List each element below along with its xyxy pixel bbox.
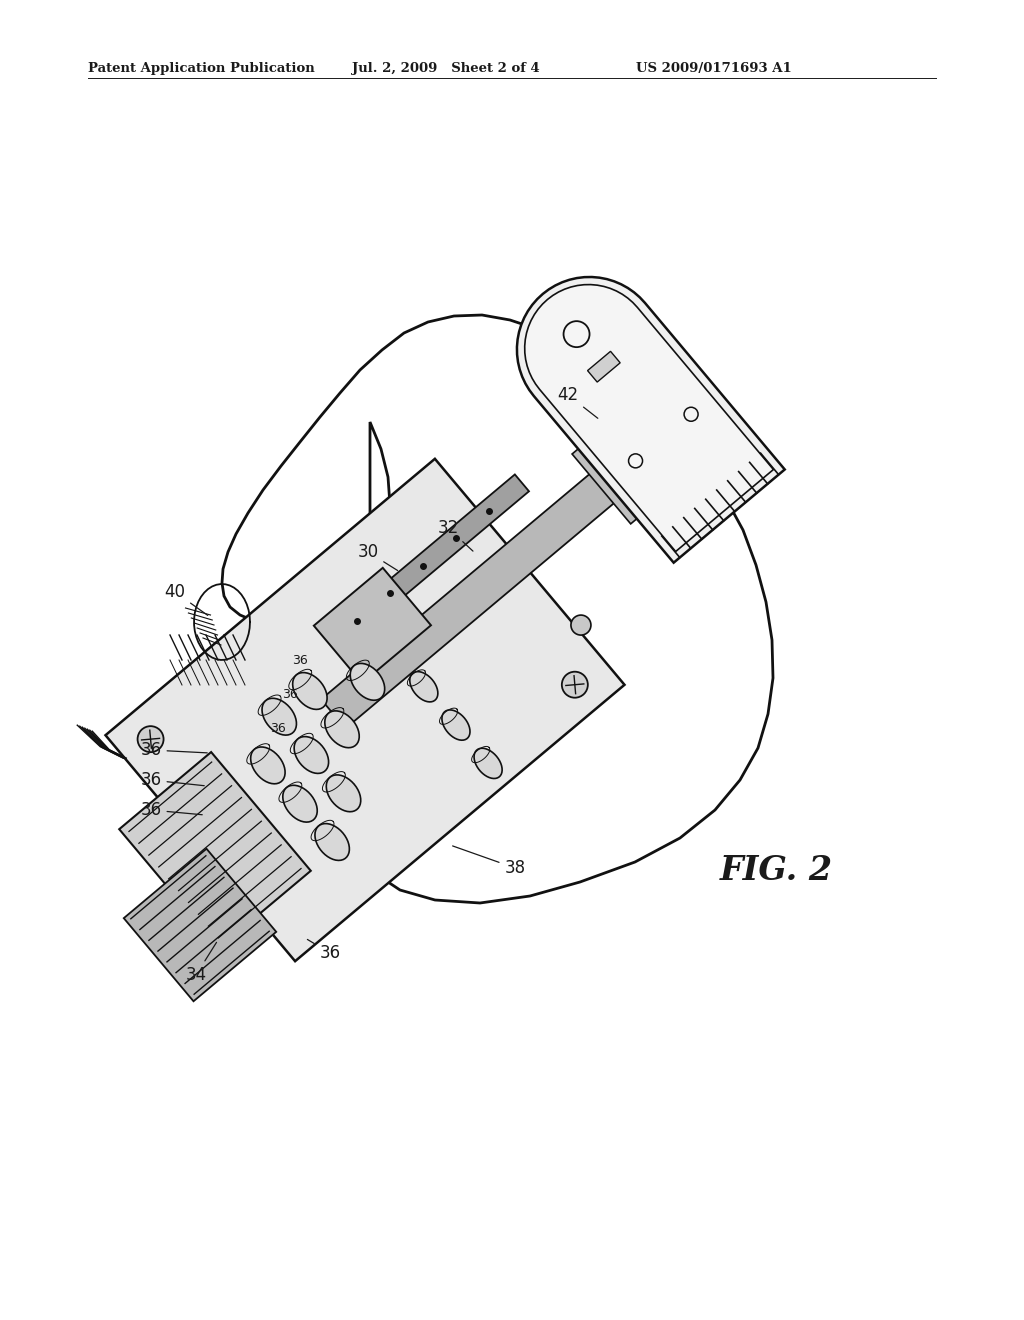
Polygon shape <box>331 474 529 645</box>
Circle shape <box>571 615 591 635</box>
Polygon shape <box>315 824 349 861</box>
Polygon shape <box>283 785 317 822</box>
Circle shape <box>562 672 588 698</box>
Polygon shape <box>572 432 657 524</box>
Text: 34: 34 <box>185 942 216 983</box>
Polygon shape <box>105 459 625 961</box>
Polygon shape <box>325 711 359 747</box>
Text: 36: 36 <box>292 653 308 667</box>
Text: 38: 38 <box>453 846 525 876</box>
Polygon shape <box>517 277 784 562</box>
Polygon shape <box>119 752 310 948</box>
Text: Jul. 2, 2009   Sheet 2 of 4: Jul. 2, 2009 Sheet 2 of 4 <box>352 62 540 75</box>
Polygon shape <box>124 849 276 1002</box>
Polygon shape <box>442 710 470 741</box>
Polygon shape <box>588 351 621 381</box>
Polygon shape <box>313 568 431 684</box>
Text: 36: 36 <box>283 689 298 701</box>
Polygon shape <box>262 698 296 735</box>
Text: FIG. 2: FIG. 2 <box>720 854 834 887</box>
Text: Patent Application Publication: Patent Application Publication <box>88 62 314 75</box>
Text: 36: 36 <box>140 771 204 789</box>
Polygon shape <box>322 462 629 729</box>
Polygon shape <box>350 664 385 700</box>
Polygon shape <box>474 748 502 779</box>
Text: 36: 36 <box>140 801 202 818</box>
Circle shape <box>137 726 164 752</box>
Polygon shape <box>294 737 329 774</box>
Text: 36: 36 <box>140 741 207 759</box>
Polygon shape <box>251 747 285 784</box>
Text: 42: 42 <box>557 385 598 418</box>
Text: 36: 36 <box>307 940 341 962</box>
Polygon shape <box>410 672 438 702</box>
Polygon shape <box>293 673 327 709</box>
Polygon shape <box>524 285 773 552</box>
Text: 36: 36 <box>270 722 286 734</box>
Polygon shape <box>327 775 360 812</box>
Text: 30: 30 <box>357 543 397 570</box>
Text: US 2009/0171693 A1: US 2009/0171693 A1 <box>636 62 792 75</box>
Text: 40: 40 <box>165 583 208 615</box>
Text: 32: 32 <box>437 519 473 552</box>
